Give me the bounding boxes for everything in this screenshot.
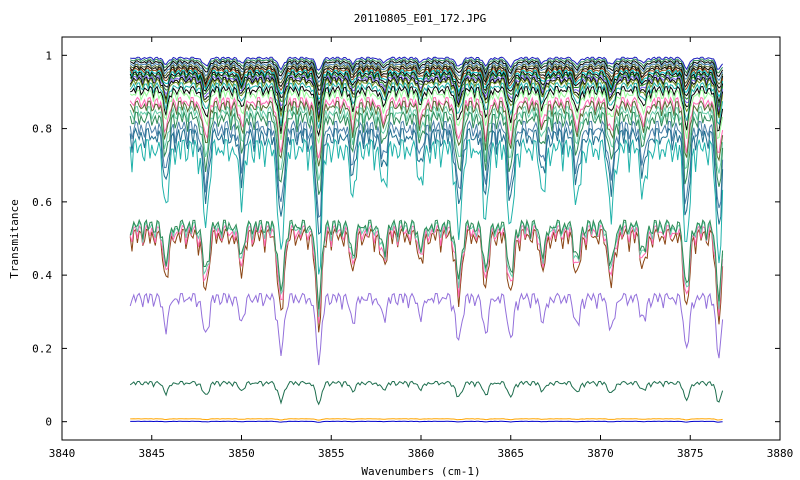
series-line — [129, 76, 724, 120]
x-tick-label: 3845 — [139, 447, 166, 460]
x-tick-label: 3840 — [49, 447, 76, 460]
x-tick-label: 3860 — [408, 447, 435, 460]
x-tick-label: 3875 — [677, 447, 704, 460]
series-line — [129, 126, 724, 235]
x-tick-label: 3865 — [498, 447, 525, 460]
series-line — [129, 71, 724, 107]
x-tick-label: 3870 — [587, 447, 614, 460]
series-line — [129, 81, 724, 129]
x-axis-ticks: 3840 3845 3850 3855 3860 3865 3870 3875 3880 — [49, 37, 794, 460]
series-line — [130, 58, 724, 75]
series-line — [129, 63, 724, 87]
chart-title: 20110805_E01_172.JPG — [354, 12, 486, 25]
y-tick-label: 0.6 — [32, 196, 52, 209]
y-axis-ticks: 0 0.2 0.4 0.6 0.8 1 — [32, 49, 780, 429]
series-line — [130, 418, 723, 421]
series-line — [129, 218, 724, 310]
y-tick-label: 0.2 — [32, 342, 52, 355]
series-line — [129, 105, 724, 181]
y-tick-label: 0.4 — [32, 269, 52, 282]
series-line — [129, 292, 724, 366]
series-line — [129, 67, 724, 96]
y-tick-label: 1 — [45, 49, 52, 62]
x-tick-label: 3880 — [767, 447, 794, 460]
series-line — [129, 65, 724, 91]
series-line — [129, 78, 724, 123]
y-axis-label: Transmitance — [8, 199, 21, 278]
series-line — [130, 85, 724, 138]
x-tick-label: 3855 — [318, 447, 345, 460]
series-line — [129, 99, 724, 167]
y-tick-label: 0.8 — [32, 123, 52, 136]
series-line — [130, 56, 723, 71]
series-line — [129, 62, 724, 84]
series-line — [129, 380, 724, 406]
series-line — [129, 227, 724, 333]
series-line — [129, 60, 724, 80]
series-layer — [129, 56, 724, 423]
series-line — [129, 137, 724, 275]
x-axis-label: Wavenumbers (cm-1) — [361, 465, 480, 478]
y-tick-label: 0 — [45, 416, 52, 429]
series-line — [129, 119, 724, 219]
series-line — [129, 110, 724, 195]
series-line — [129, 89, 724, 145]
series-line — [130, 420, 723, 423]
x-tick-label: 3850 — [228, 447, 255, 460]
series-line — [129, 96, 724, 159]
